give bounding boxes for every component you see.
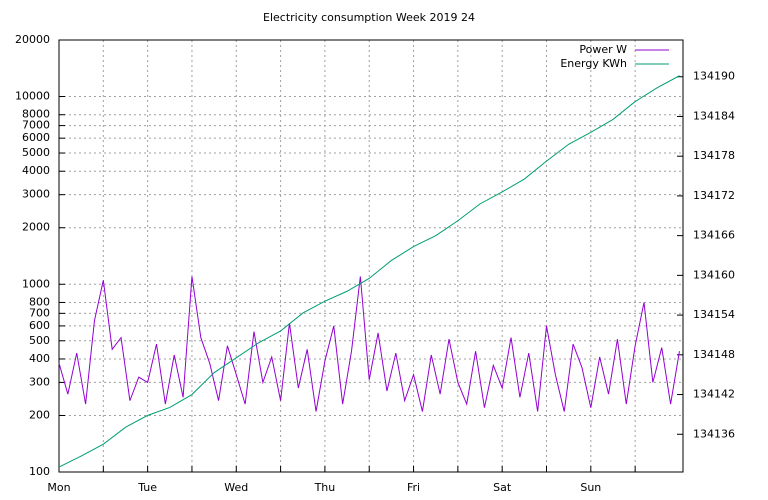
y-tick-label: 700	[29, 306, 50, 319]
y-tick-label: 20000	[15, 33, 50, 46]
series-line	[58, 75, 680, 468]
y2-tick-label: 134154	[693, 308, 735, 321]
x-tick-label: Thu	[314, 481, 336, 494]
y-tick-label: 7000	[22, 119, 50, 132]
y-tick-label: 10000	[15, 90, 50, 103]
y-tick-label: 1000	[22, 277, 50, 290]
x-tick-label: Mon	[47, 481, 70, 494]
y2-tick-label: 134142	[693, 388, 735, 401]
legend-label: Energy KWh	[560, 57, 627, 70]
plot-frame	[58, 39, 684, 473]
y-tick-label: 3000	[22, 188, 50, 201]
y-tick-label: 500	[29, 334, 50, 347]
x-tick-label: Wed	[224, 481, 248, 494]
y2-tick-label: 134172	[693, 189, 735, 202]
y-tick-label: 5000	[22, 146, 50, 159]
y2-tick-label: 134160	[693, 268, 735, 281]
x-tick-label: Tue	[137, 481, 157, 494]
y2-tick-label: 134166	[693, 229, 735, 242]
y-tick-label: 600	[29, 319, 50, 332]
x-tick-label: Sun	[580, 481, 601, 494]
legend-label: Power W	[579, 43, 627, 56]
series-line	[58, 276, 680, 412]
y-tick-label: 2000	[22, 221, 50, 234]
y-tick-label: 8000	[22, 108, 50, 121]
y-tick-label: 100	[29, 465, 50, 478]
y-tick-label: 6000	[22, 131, 50, 144]
x-tick-label: Sat	[493, 481, 512, 494]
y-tick-label: 400	[29, 352, 50, 365]
chart-title: Electricity consumption Week 2019 24	[263, 11, 475, 24]
y-tick-label: 300	[29, 375, 50, 388]
y2-tick-label: 134136	[693, 427, 735, 440]
x-tick-label: Fri	[407, 481, 420, 494]
y2-tick-label: 134178	[693, 149, 735, 162]
y-tick-label: 200	[29, 408, 50, 421]
y-tick-label: 4000	[22, 164, 50, 177]
y2-tick-label: 134184	[693, 109, 735, 122]
y2-tick-label: 134190	[693, 70, 735, 83]
y-tick-label: 800	[29, 295, 50, 308]
y2-tick-label: 134148	[693, 348, 735, 361]
